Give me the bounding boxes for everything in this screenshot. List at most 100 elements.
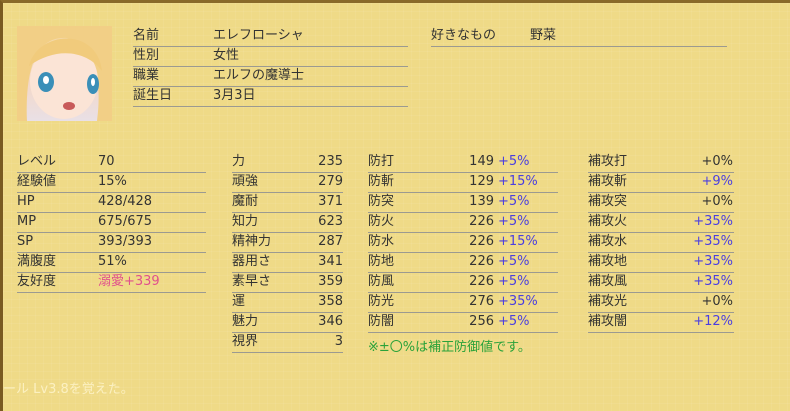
row-divider bbox=[232, 292, 343, 293]
row-divider bbox=[368, 272, 558, 273]
attack-bonus-label: 補攻光 bbox=[588, 294, 628, 309]
attribute-label: 器用さ bbox=[232, 254, 272, 269]
attribute-label: 知力 bbox=[232, 214, 259, 229]
row-divider bbox=[588, 332, 734, 333]
profile-value: エレフローシャ bbox=[213, 28, 304, 43]
row-divider bbox=[588, 292, 734, 293]
stat-value: 70 bbox=[98, 154, 115, 169]
attack-bonus-value: +35% bbox=[693, 214, 733, 229]
row-divider bbox=[588, 312, 734, 313]
attribute-value: 3 bbox=[334, 334, 343, 349]
defense-label: 防打 bbox=[368, 154, 395, 169]
attack-bonus-value: +9% bbox=[701, 174, 733, 189]
attack-bonus-label: 補攻風 bbox=[588, 274, 628, 289]
attack-bonus-value: +0% bbox=[701, 194, 733, 209]
row-divider bbox=[588, 172, 734, 173]
row-divider bbox=[17, 292, 206, 293]
defense-note: ※±〇%は補正防御値です。 bbox=[368, 340, 531, 355]
profile-label: 誕生日 bbox=[133, 88, 173, 103]
attack-bonus-value: +35% bbox=[693, 274, 733, 289]
defense-label: 防火 bbox=[368, 214, 395, 229]
attribute-label: 魔耐 bbox=[232, 194, 259, 209]
defense-bonus: +35% bbox=[498, 294, 538, 309]
attribute-value: 358 bbox=[318, 294, 343, 309]
attribute-label: 力 bbox=[232, 154, 246, 169]
defense-value: 226 bbox=[469, 214, 494, 229]
defense-label: 防風 bbox=[368, 274, 395, 289]
attribute-value: 287 bbox=[318, 234, 343, 249]
defense-bonus: +15% bbox=[498, 174, 538, 189]
attribute-value: 623 bbox=[318, 214, 343, 229]
defense-bonus: +5% bbox=[498, 314, 530, 329]
row-divider bbox=[368, 232, 558, 233]
row-divider bbox=[133, 86, 408, 87]
row-divider bbox=[232, 312, 343, 313]
defense-value: 226 bbox=[469, 234, 494, 249]
row-divider bbox=[232, 272, 343, 273]
defense-label: 防突 bbox=[368, 194, 395, 209]
attribute-label: 運 bbox=[232, 294, 246, 309]
attack-bonus-label: 補攻水 bbox=[588, 234, 628, 249]
defense-value: 139 bbox=[469, 194, 494, 209]
attack-bonus-value: +12% bbox=[693, 314, 733, 329]
profile-value: 女性 bbox=[213, 48, 240, 63]
stat-value: 675/675 bbox=[98, 214, 153, 229]
row-divider bbox=[17, 212, 206, 213]
row-divider bbox=[588, 232, 734, 233]
attribute-value: 346 bbox=[318, 314, 343, 329]
attribute-label: 頑強 bbox=[232, 174, 259, 189]
defense-bonus: +5% bbox=[498, 154, 530, 169]
row-divider bbox=[588, 252, 734, 253]
defense-bonus: +5% bbox=[498, 274, 530, 289]
attack-bonus-label: 補攻地 bbox=[588, 254, 628, 269]
row-divider bbox=[368, 172, 558, 173]
attribute-value: 341 bbox=[318, 254, 343, 269]
attack-bonus-value: +0% bbox=[701, 294, 733, 309]
defense-label: 防闇 bbox=[368, 314, 395, 329]
defense-value: 276 bbox=[469, 294, 494, 309]
attack-bonus-label: 補攻斬 bbox=[588, 174, 628, 189]
attribute-value: 359 bbox=[318, 274, 343, 289]
row-divider bbox=[17, 272, 206, 273]
row-divider bbox=[17, 192, 206, 193]
stat-label: レベル bbox=[17, 154, 57, 169]
attack-bonus-value: +35% bbox=[693, 234, 733, 249]
attribute-value: 235 bbox=[318, 154, 343, 169]
defense-value: 226 bbox=[469, 274, 494, 289]
row-divider bbox=[368, 332, 558, 333]
profile-value: エルフの魔導士 bbox=[213, 68, 305, 83]
row-divider bbox=[17, 232, 206, 233]
stat-value: 15% bbox=[98, 174, 127, 189]
stat-label: 満腹度 bbox=[17, 254, 57, 269]
row-divider bbox=[431, 46, 727, 47]
row-divider bbox=[368, 292, 558, 293]
defense-bonus: +5% bbox=[498, 214, 530, 229]
stat-label: HP bbox=[17, 194, 35, 209]
attribute-label: 精神力 bbox=[232, 234, 272, 249]
row-divider bbox=[232, 252, 343, 253]
defense-bonus: +5% bbox=[498, 194, 530, 209]
row-divider bbox=[232, 172, 343, 173]
defense-value: 129 bbox=[469, 174, 494, 189]
row-divider bbox=[133, 46, 408, 47]
row-divider bbox=[232, 332, 343, 333]
row-divider bbox=[368, 252, 558, 253]
affection-value: 溺愛+339 bbox=[98, 274, 160, 289]
row-divider bbox=[232, 232, 343, 233]
stat-label: 経験値 bbox=[17, 174, 57, 189]
defense-label: 防光 bbox=[368, 294, 395, 309]
stat-value: 393/393 bbox=[98, 234, 153, 249]
character-portrait bbox=[17, 26, 112, 121]
attack-bonus-label: 補攻火 bbox=[588, 214, 628, 229]
attack-bonus-label: 補攻突 bbox=[588, 194, 628, 209]
attribute-value: 279 bbox=[318, 174, 343, 189]
row-divider bbox=[368, 312, 558, 313]
row-divider bbox=[17, 172, 206, 173]
row-divider bbox=[588, 272, 734, 273]
row-divider bbox=[588, 212, 734, 213]
stat-value: 51% bbox=[98, 254, 127, 269]
row-divider bbox=[17, 252, 206, 253]
row-divider bbox=[368, 192, 558, 193]
row-divider bbox=[133, 106, 408, 107]
